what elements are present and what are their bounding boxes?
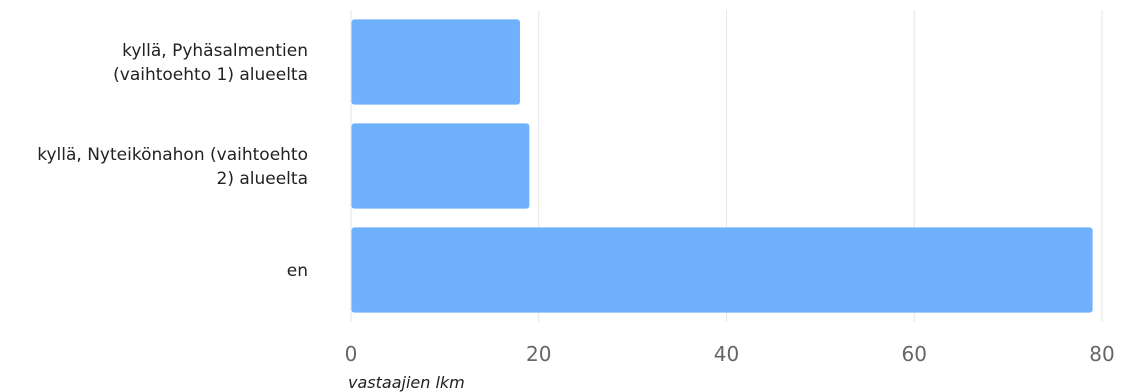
x-tick-label: 0 <box>345 342 358 366</box>
x-tick-label: 20 <box>526 342 551 366</box>
bar[interactable] <box>351 19 520 105</box>
x-axis-title: vastaajien lkm <box>348 373 465 392</box>
category-label: (vaihtoehto 1) alueelta <box>113 65 308 85</box>
category-labels: kyllä, Pyhäsalmentien (vaihtoehto 1) alue… <box>37 41 308 281</box>
bar[interactable] <box>351 227 1093 313</box>
bar[interactable] <box>351 123 530 209</box>
category-label: kyllä, Pyhäsalmentien <box>122 41 308 61</box>
x-tick-label: 80 <box>1089 342 1114 366</box>
category-label: 2) alueelta <box>217 169 309 189</box>
x-tick-labels: 0 20 40 60 80 <box>345 342 1115 366</box>
x-tick-label: 40 <box>714 342 739 366</box>
category-label: kyllä, Nyteikönahon (vaihtoehto <box>37 145 308 165</box>
bars <box>351 19 1093 313</box>
category-label: en <box>287 261 308 281</box>
x-tick-label: 60 <box>902 342 927 366</box>
